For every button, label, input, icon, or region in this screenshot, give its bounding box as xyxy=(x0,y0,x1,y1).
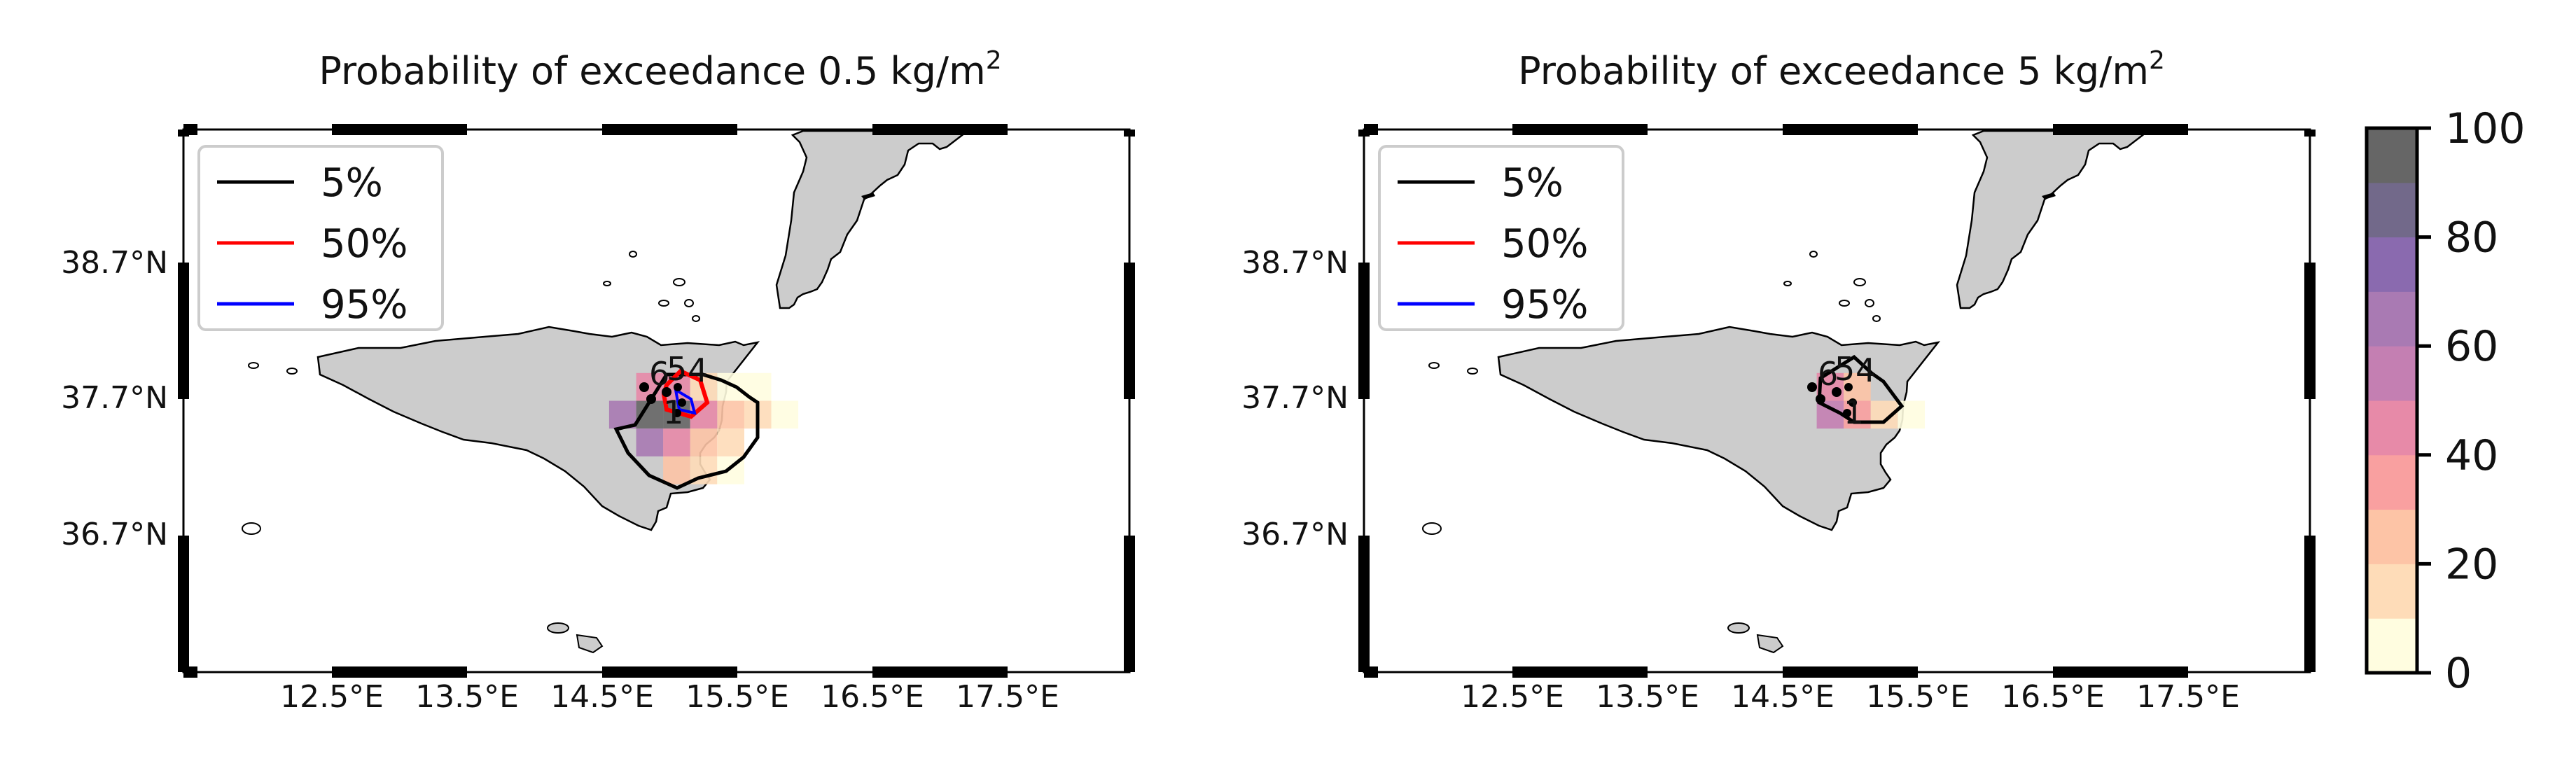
left-vents: 6 5 4 1 xyxy=(639,350,708,431)
colorbar-ticks: 0 20 40 60 80 100 xyxy=(2417,104,2526,698)
right-contours xyxy=(1817,354,1905,424)
colorbar-bin xyxy=(2367,128,2417,183)
left-grid-cell xyxy=(663,428,690,456)
left-grid-cell xyxy=(636,428,664,456)
left-grid-cell xyxy=(717,372,744,401)
right-vent-label-6: 6 xyxy=(1818,355,1838,393)
right-vent-label-1: 1 xyxy=(1844,393,1864,431)
right-ytick-2: 36.7°N xyxy=(1241,517,1349,552)
colorbar: 0 20 40 60 80 100 xyxy=(2365,104,2526,698)
colorbar-bin xyxy=(2367,346,2417,401)
colorbar-tick-label: 80 xyxy=(2445,214,2498,263)
left-xtick-0: 12.5°E xyxy=(280,679,384,715)
left-vent-label-5: 5 xyxy=(667,350,687,388)
left-contour-5pct xyxy=(613,372,760,490)
colorbar-bin xyxy=(2367,400,2417,456)
colorbar-bin xyxy=(2367,564,2417,619)
left-grid-cell xyxy=(663,456,690,484)
right-vent-label-4: 4 xyxy=(1856,351,1876,389)
right-ytick-0: 38.7°N xyxy=(1241,245,1349,281)
right-xtick-3: 15.5°E xyxy=(1866,679,1970,715)
left-panel: Probability of exceedance 0.5 kg/m2 6 5 xyxy=(61,46,1136,715)
right-xtick-1: 13.5°E xyxy=(1596,679,1699,715)
left-xtick-3: 15.5°E xyxy=(685,679,789,715)
left-xtick-1: 13.5°E xyxy=(415,679,519,715)
left-legend-label-95pct: 95% xyxy=(321,282,408,328)
left-xtick-5: 17.5°E xyxy=(956,679,1059,715)
colorbar-tick-label: 40 xyxy=(2445,431,2498,480)
left-vent-label-1: 1 xyxy=(663,393,683,431)
left-grid-cell xyxy=(771,400,799,429)
colorbar-tick-label: 100 xyxy=(2445,104,2526,153)
left-grid-cell xyxy=(717,428,744,456)
right-y-ticks: 38.7°N 37.7°N 36.7°N xyxy=(1241,245,1349,552)
colorbar-tick-label: 60 xyxy=(2445,322,2498,371)
colorbar-bin xyxy=(2367,509,2417,564)
right-panel: Probability of exceedance 5 kg/m2 6 5 4 … xyxy=(1241,46,2317,715)
colorbar-frame xyxy=(2365,126,2419,675)
left-x-ticks: 12.5°E 13.5°E 14.5°E 15.5°E 16.5°E 17.5°… xyxy=(280,679,1059,715)
right-xtick-5: 17.5°E xyxy=(2136,679,2240,715)
left-vent-label-4: 4 xyxy=(688,351,708,389)
left-grid-cell xyxy=(690,428,718,456)
colorbar-bins xyxy=(2367,128,2417,673)
left-vent-label-6: 6 xyxy=(649,355,669,393)
left-ytick-0: 38.7°N xyxy=(61,245,168,281)
left-y-ticks: 38.7°N 37.7°N 36.7°N xyxy=(61,245,168,552)
colorbar-tick-label: 20 xyxy=(2445,540,2498,589)
right-legend: 5% 50% 95% xyxy=(1378,145,1624,331)
left-xtick-4: 16.5°E xyxy=(821,679,924,715)
right-xtick-0: 12.5°E xyxy=(1461,679,1564,715)
colorbar-bin xyxy=(2367,618,2417,673)
left-legend: 5% 50% 95% xyxy=(197,145,444,331)
right-contour-5pct xyxy=(1817,354,1905,424)
right-xtick-2: 14.5°E xyxy=(1731,679,1834,715)
colorbar-bin xyxy=(2367,182,2417,238)
colorbar-bin xyxy=(2367,237,2417,292)
right-vent-label-5: 5 xyxy=(1834,350,1855,388)
left-panel-title: Probability of exceedance 0.5 kg/m2 xyxy=(319,46,1001,93)
colorbar-bin xyxy=(2367,454,2417,510)
right-panel-title: Probability of exceedance 5 kg/m2 xyxy=(1518,46,2165,93)
left-ytick-2: 36.7°N xyxy=(61,517,168,552)
left-ytick-1: 37.7°N xyxy=(61,380,168,416)
right-x-ticks: 12.5°E 13.5°E 14.5°E 15.5°E 16.5°E 17.5°… xyxy=(1461,679,2240,715)
right-legend-label-95pct: 95% xyxy=(1501,282,1588,328)
left-grid-cell xyxy=(717,400,744,429)
right-xtick-4: 16.5°E xyxy=(2001,679,2105,715)
left-contour-50pct xyxy=(661,368,710,419)
left-legend-label-5pct: 5% xyxy=(321,160,383,206)
left-xtick-2: 14.5°E xyxy=(550,679,654,715)
right-legend-label-5pct: 5% xyxy=(1501,160,1564,206)
right-legend-label-50pct: 50% xyxy=(1501,221,1588,267)
left-legend-label-50pct: 50% xyxy=(321,221,408,267)
right-vents: 6 5 4 1 xyxy=(1807,350,1876,431)
right-ytick-1: 37.7°N xyxy=(1241,380,1349,416)
colorbar-bin xyxy=(2367,291,2417,347)
colorbar-tick-label: 0 xyxy=(2445,649,2472,698)
